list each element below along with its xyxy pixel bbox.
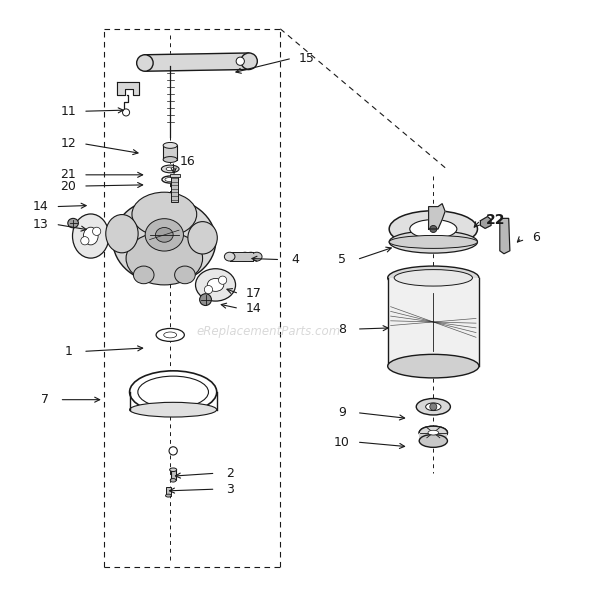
Circle shape (236, 57, 244, 65)
Text: 14: 14 (246, 302, 262, 315)
Ellipse shape (156, 227, 173, 242)
Circle shape (218, 276, 227, 284)
Text: 6: 6 (532, 232, 540, 244)
Ellipse shape (394, 269, 473, 286)
Text: eReplacementParts.com: eReplacementParts.com (196, 326, 340, 338)
Text: 11: 11 (61, 104, 76, 118)
Ellipse shape (389, 231, 477, 253)
Ellipse shape (138, 376, 208, 408)
Ellipse shape (188, 222, 217, 254)
Bar (170, 174, 180, 177)
Text: 20: 20 (60, 180, 76, 192)
Ellipse shape (163, 142, 177, 148)
Ellipse shape (166, 494, 171, 497)
Bar (388, 278, 479, 366)
Ellipse shape (163, 156, 177, 163)
Ellipse shape (145, 219, 183, 251)
Ellipse shape (165, 177, 175, 181)
Ellipse shape (245, 252, 256, 261)
FancyArrowPatch shape (148, 61, 246, 63)
Text: 8: 8 (338, 323, 346, 335)
Ellipse shape (175, 266, 195, 284)
Text: 14: 14 (33, 200, 48, 213)
Ellipse shape (389, 211, 477, 247)
Circle shape (93, 227, 101, 235)
Text: 12: 12 (61, 137, 76, 150)
Ellipse shape (170, 468, 176, 472)
Text: 17: 17 (246, 287, 262, 300)
Polygon shape (500, 218, 510, 254)
Ellipse shape (240, 252, 250, 261)
Text: 9: 9 (338, 406, 346, 419)
Text: 3: 3 (227, 483, 234, 496)
Ellipse shape (132, 192, 196, 236)
Text: 10: 10 (334, 436, 350, 448)
Ellipse shape (156, 329, 184, 342)
Circle shape (169, 447, 177, 455)
Text: 7: 7 (41, 393, 49, 406)
Bar (230, 252, 253, 261)
Text: 15: 15 (299, 52, 314, 65)
Ellipse shape (106, 214, 138, 253)
Ellipse shape (113, 198, 216, 284)
Ellipse shape (126, 232, 202, 285)
Ellipse shape (224, 252, 235, 261)
Bar (163, 145, 177, 159)
Text: 2: 2 (227, 467, 234, 480)
Ellipse shape (162, 176, 178, 183)
Circle shape (199, 294, 211, 306)
Circle shape (241, 53, 257, 70)
Ellipse shape (410, 219, 457, 238)
Circle shape (81, 236, 89, 245)
Polygon shape (480, 217, 491, 229)
Ellipse shape (428, 430, 438, 435)
Text: 4: 4 (291, 253, 299, 266)
Ellipse shape (73, 214, 109, 258)
Ellipse shape (425, 403, 441, 411)
Polygon shape (428, 203, 445, 229)
Ellipse shape (419, 426, 447, 439)
Polygon shape (117, 82, 139, 95)
Ellipse shape (130, 371, 217, 413)
Ellipse shape (207, 279, 224, 291)
Ellipse shape (162, 165, 179, 173)
Text: 13: 13 (33, 218, 48, 231)
Ellipse shape (166, 167, 174, 170)
Bar (171, 176, 178, 202)
Ellipse shape (195, 269, 235, 301)
Ellipse shape (170, 478, 176, 482)
Bar (171, 470, 175, 480)
Text: 21: 21 (61, 168, 76, 181)
Ellipse shape (83, 227, 98, 245)
Text: 5: 5 (338, 253, 346, 266)
Ellipse shape (130, 402, 217, 417)
Ellipse shape (251, 252, 262, 261)
Ellipse shape (417, 398, 450, 415)
Text: 16: 16 (180, 155, 196, 168)
Ellipse shape (388, 354, 479, 378)
Circle shape (137, 55, 153, 71)
Ellipse shape (133, 266, 154, 284)
Ellipse shape (419, 426, 447, 439)
Ellipse shape (68, 218, 78, 228)
Ellipse shape (164, 332, 176, 338)
Bar (166, 488, 171, 496)
Ellipse shape (388, 266, 479, 290)
Circle shape (123, 109, 130, 116)
Ellipse shape (389, 235, 477, 249)
Polygon shape (145, 53, 249, 71)
Bar (419, 433, 447, 441)
Text: 22: 22 (486, 213, 505, 227)
Ellipse shape (419, 434, 447, 447)
Circle shape (430, 225, 437, 233)
Circle shape (430, 403, 437, 410)
Text: 1: 1 (64, 345, 73, 358)
Circle shape (204, 285, 212, 294)
